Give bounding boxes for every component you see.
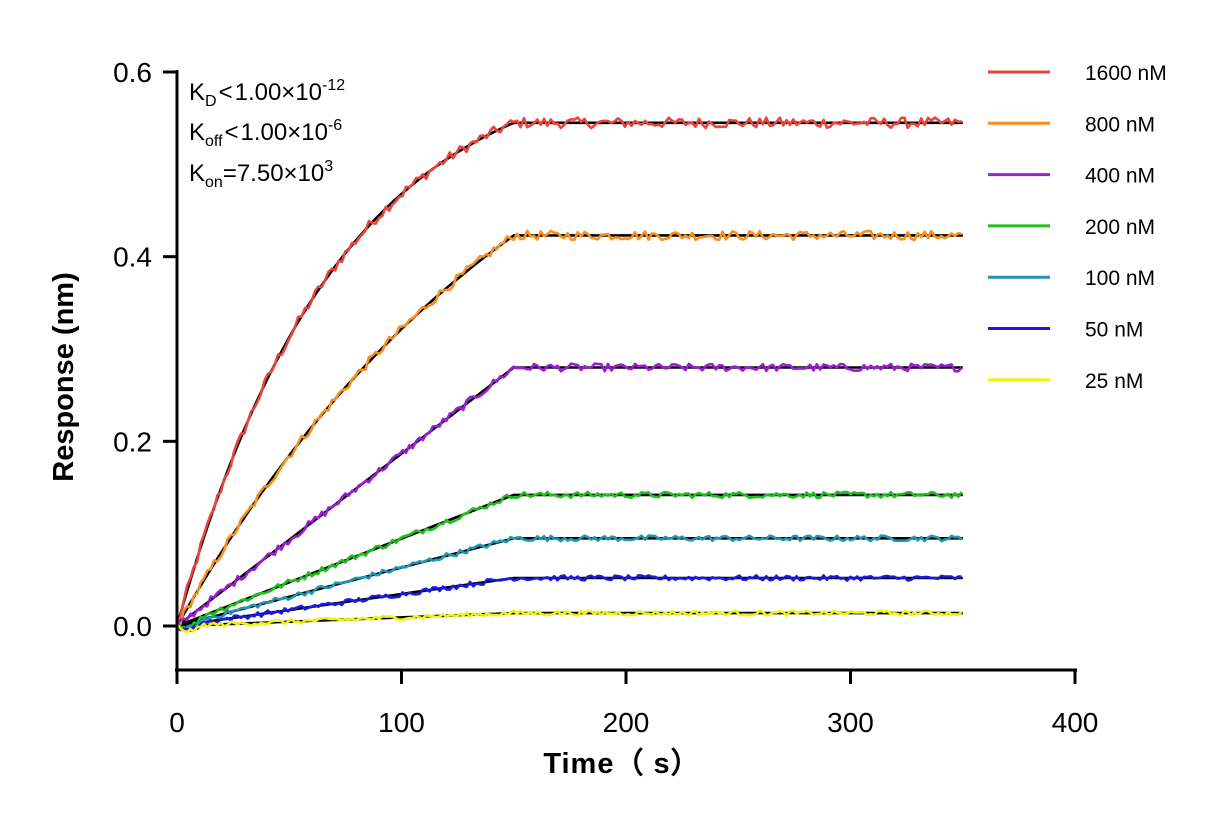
x-tick-label: 200 <box>603 707 650 738</box>
y-tick-label: 0.6 <box>113 57 152 88</box>
series-trace-1 <box>176 229 962 627</box>
legend-label: 25 nM <box>1085 370 1143 393</box>
kon-annotation: Kon=7.50×103 <box>189 158 333 191</box>
series-trace-3 <box>176 490 963 631</box>
x-tick-label: 400 <box>1052 707 1099 738</box>
y-tick-label: 0.2 <box>113 426 152 457</box>
legend-label: 800 nM <box>1085 113 1155 136</box>
fit-curve-3 <box>176 493 963 628</box>
series-trace-2 <box>175 362 963 626</box>
x-tick-label: 0 <box>169 707 185 738</box>
legend-label: 50 nM <box>1085 319 1143 342</box>
fit-curve-5 <box>176 576 963 628</box>
series-trace-6 <box>176 609 963 634</box>
legend-label: 400 nM <box>1085 165 1155 188</box>
y-tick-label: 0.4 <box>113 242 152 273</box>
y-axis-title: Response (nm) <box>48 272 80 481</box>
koff-annotation: Koff<1.00×10-6 <box>189 117 342 150</box>
fit-curve-0 <box>175 121 963 627</box>
legend-label: 1600 nM <box>1085 62 1167 85</box>
series-trace-5 <box>176 574 962 632</box>
series-trace-0 <box>175 116 962 625</box>
fit-curve-1 <box>175 234 963 627</box>
y-tick-label: 0.0 <box>113 611 152 642</box>
fit-curves <box>175 121 963 628</box>
x-tick-label: 300 <box>827 707 874 738</box>
data-traces <box>175 116 963 634</box>
y-ticks: 0.0 0.2 0.4 0.6 <box>113 57 177 642</box>
x-axis-title: Time（ s） <box>543 747 700 780</box>
kd-annotation: KD<1.00×10-12 <box>189 77 345 110</box>
legend-label: 100 nM <box>1085 267 1155 290</box>
kinetics-annotation: KD<1.00×10-12 Koff<1.00×10-6 Kon=7.50×10… <box>189 77 345 191</box>
x-ticks: 0 100 200 300 400 <box>169 670 1098 738</box>
x-tick-label: 100 <box>378 707 425 738</box>
series-trace-4 <box>176 534 963 632</box>
legend-label: 200 nM <box>1085 216 1155 239</box>
legend: 1600 nM 800 nM 400 nM 200 nM 100 nM 50 nM 25 n… <box>988 62 1167 393</box>
